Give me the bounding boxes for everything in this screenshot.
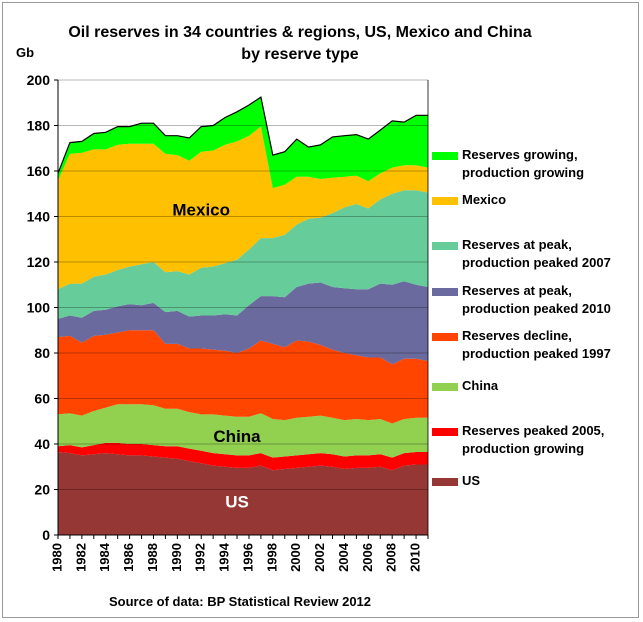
legend-label: Reserves peaked 2005, production growing	[462, 422, 604, 458]
legend-label-line: production peaked 2007	[462, 255, 611, 270]
legend-label: Reserves at peak, production peaked 2010	[462, 282, 611, 318]
x-tick-label-2002: 2002	[312, 543, 327, 572]
y-tick-label-60: 60	[34, 391, 50, 407]
y-tick-label-80: 80	[34, 345, 50, 361]
y-tick-label-0: 0	[42, 527, 50, 543]
x-tick-label-1988: 1988	[145, 543, 160, 572]
x-tick-label-1980: 1980	[49, 543, 64, 572]
legend-swatch	[432, 333, 458, 341]
x-tick-label-1984: 1984	[97, 542, 112, 572]
legend-swatch	[432, 288, 458, 296]
y-tick-label-120: 120	[27, 254, 51, 270]
legend-label: Reserves decline, production peaked 1997	[462, 327, 611, 363]
legend-label: China	[462, 377, 498, 395]
area-series-3	[58, 330, 428, 424]
y-tick-label-140: 140	[27, 209, 51, 225]
legend-label: Reserves at peak, production peaked 2007	[462, 236, 611, 272]
x-tick-label-1996: 1996	[240, 543, 255, 572]
legend-label: Mexico	[462, 191, 506, 209]
y-tick-label-40: 40	[34, 436, 50, 452]
legend-label-line: production growing	[462, 165, 585, 180]
area-label-us: US	[225, 492, 249, 511]
legend-label-line: Reserves at peak,	[462, 237, 572, 252]
stack-top-outline	[57, 96, 428, 174]
legend-label-line: Reserves decline,	[462, 328, 572, 343]
legend-swatch	[432, 478, 458, 486]
x-tick-label-2006: 2006	[360, 543, 375, 572]
legend-swatch	[432, 242, 458, 250]
legend-label-line: Mexico	[462, 192, 507, 207]
legend-label-line: production peaked 2010	[462, 301, 611, 316]
area-label-china: China	[213, 427, 261, 446]
chart-title-line-2: by reserve type	[241, 46, 359, 63]
x-tick-label-1998: 1998	[264, 543, 279, 572]
legend-label-line: Reserves growing,	[462, 147, 578, 162]
legend-swatch	[432, 197, 458, 205]
area-series-4	[58, 281, 428, 365]
y-tick-label-20: 20	[34, 482, 50, 498]
legend-label-line: Reserves peaked 2005,	[462, 423, 605, 438]
legend-swatch	[432, 428, 458, 436]
legend-label-line: production growing	[462, 441, 585, 456]
x-tick-label-1992: 1992	[193, 543, 208, 572]
x-tick-label-1986: 1986	[121, 543, 136, 572]
x-tick-label-1990: 1990	[169, 543, 184, 572]
legend-swatch	[432, 383, 458, 391]
chart-title: Oil reserves in 34 countries & regions, …	[40, 22, 560, 66]
legend-label-line: China	[462, 378, 499, 393]
legend-swatch	[432, 152, 458, 160]
area-label-mexico: Mexico	[172, 201, 230, 220]
legend-label-line: Reserves at peak,	[462, 283, 572, 298]
legend-label-line: US	[462, 473, 481, 488]
y-tick-label-200: 200	[27, 72, 51, 88]
x-tick-label-2008: 2008	[384, 543, 399, 572]
y-tick-label-100: 100	[27, 300, 51, 316]
x-tick-label-1982: 1982	[73, 543, 88, 572]
chart-title-line-1: Oil reserves in 34 countries & regions, …	[68, 24, 532, 41]
area-series-6	[58, 126, 428, 290]
y-tick-label-180: 180	[27, 118, 51, 134]
area-series-7	[58, 97, 428, 189]
x-tick-label-2004: 2004	[336, 542, 351, 572]
y-axis-unit-label: Gb	[16, 45, 35, 60]
chart-legend: Reserves growing, production growing Mexic…	[432, 0, 642, 622]
y-tick-label-160: 160	[27, 163, 51, 179]
legend-label-line: production peaked 1997	[462, 346, 611, 361]
x-tick-label-2000: 2000	[288, 543, 303, 572]
x-tick-label-1994: 1994	[217, 542, 232, 572]
area-series-1	[58, 442, 428, 471]
legend-label: US	[462, 472, 480, 490]
area-series-0	[58, 452, 428, 535]
source-note: Source of data: BP Statistical Review 20…	[108, 594, 372, 609]
legend-label: Reserves growing, production growing	[462, 146, 584, 182]
x-tick-label-2010: 2010	[408, 543, 423, 572]
